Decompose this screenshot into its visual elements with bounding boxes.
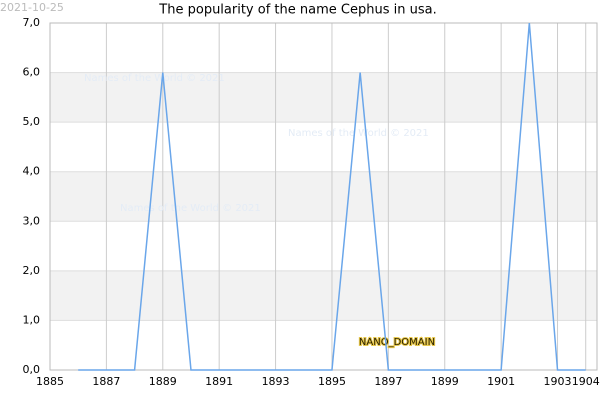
grid-band <box>50 72 597 123</box>
x-tick-label: 1901 <box>487 375 515 388</box>
x-tick-label: 1889 <box>149 375 177 388</box>
date: 2021-10-25 <box>0 1 64 14</box>
watermark: Names of the World © 2021 <box>84 73 225 84</box>
x-tick-label: 1897 <box>374 375 402 388</box>
y-tick-label: 0,0 <box>23 363 41 376</box>
x-tick-label: 1885 <box>36 375 64 388</box>
watermark: Names of the World © 2021 <box>288 128 429 139</box>
domain-label: NANO_DOMAIN <box>359 337 435 348</box>
watermark: Names of the World © 2021 <box>120 203 261 214</box>
chart-title: The popularity of the name Cephus in usa… <box>158 3 436 18</box>
y-tick-label: 7,0 <box>23 16 41 29</box>
x-tick-label: 1903 <box>544 375 572 388</box>
y-tick-label: 6,0 <box>23 66 41 79</box>
y-tick-label: 2,0 <box>23 264 41 277</box>
grid-band <box>50 171 597 222</box>
grid-band <box>50 270 597 321</box>
x-tick-label: 1887 <box>92 375 120 388</box>
y-tick-label: 3,0 <box>23 214 41 227</box>
y-tick-label: 5,0 <box>23 115 41 128</box>
line <box>78 22 586 371</box>
x-tick-label: 1899 <box>431 375 459 388</box>
x-tick-label: 1893 <box>262 375 290 388</box>
x-tick-label: 1895 <box>318 375 346 388</box>
x-tick-label: 1904 <box>572 375 600 388</box>
y-tick-label: 1,0 <box>23 313 41 326</box>
y-tick-label: 4,0 <box>23 165 41 178</box>
x-tick-label: 1891 <box>205 375 233 388</box>
